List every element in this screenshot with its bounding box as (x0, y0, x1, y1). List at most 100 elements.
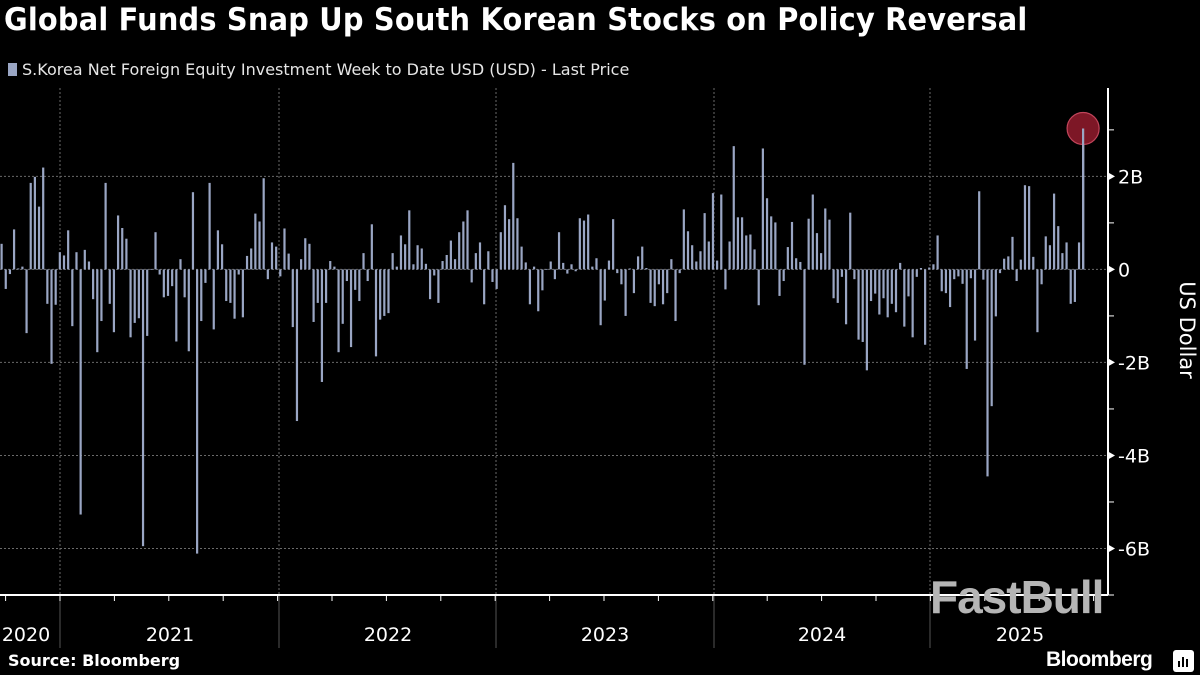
bar (100, 269, 103, 322)
bar (899, 262, 902, 270)
bar (753, 249, 756, 270)
bar (869, 269, 873, 302)
bar (46, 269, 49, 304)
bar (83, 249, 86, 270)
bar (220, 244, 224, 270)
bar (1048, 245, 1052, 270)
bar (495, 269, 498, 289)
bar (936, 235, 939, 270)
bar (924, 269, 927, 345)
bar (183, 269, 186, 298)
bar (853, 269, 856, 280)
x-tick-label: 2024 (798, 624, 846, 646)
bar (229, 269, 232, 303)
bar (179, 259, 182, 270)
y-tick-label: -2B (1118, 352, 1150, 374)
bar (537, 269, 540, 312)
y-tick-mark (1108, 544, 1115, 553)
bar (765, 198, 769, 270)
bar (196, 269, 199, 554)
bar (624, 269, 627, 316)
y-tick-mark (1108, 451, 1115, 460)
bar (42, 167, 45, 270)
bar (595, 258, 598, 270)
bar (241, 269, 244, 318)
bar (154, 232, 157, 270)
bar (745, 235, 748, 270)
bar (129, 269, 132, 338)
bar (474, 253, 477, 270)
y-tick-mark (1108, 265, 1115, 274)
bar (54, 269, 57, 305)
bar (1040, 269, 1043, 285)
bar (953, 269, 956, 280)
bar (1065, 242, 1068, 270)
bar (882, 269, 885, 299)
bar (707, 241, 710, 270)
bar (944, 269, 948, 294)
bar (266, 269, 269, 280)
bar (341, 269, 344, 324)
bar (171, 269, 174, 287)
bar (404, 244, 407, 270)
bar (254, 213, 257, 270)
legend-label: S.Korea Net Foreign Equity Investment We… (22, 60, 630, 79)
bar (75, 252, 78, 270)
bar (33, 176, 36, 270)
bar (1052, 193, 1056, 270)
bar (208, 182, 211, 270)
bar (37, 206, 41, 270)
bar (29, 182, 32, 270)
bar (524, 262, 527, 270)
bar (774, 222, 777, 270)
bar (928, 267, 931, 270)
bar (458, 232, 461, 270)
bar (790, 221, 794, 270)
bar (894, 269, 898, 313)
bar (383, 269, 386, 316)
bar (283, 228, 286, 270)
bar (632, 269, 636, 294)
bar (512, 162, 515, 270)
bar (811, 194, 814, 270)
bar (749, 234, 752, 270)
bar (695, 261, 698, 270)
bar (466, 210, 469, 270)
bar (903, 269, 906, 327)
bar (982, 269, 985, 280)
bar (520, 246, 523, 270)
bar (932, 264, 935, 270)
bar (8, 269, 12, 275)
bloomberg-terminal-icon (1173, 650, 1194, 672)
bar (324, 269, 328, 303)
bar (574, 269, 577, 272)
bar (320, 269, 324, 382)
bar (200, 269, 203, 322)
bar (316, 269, 319, 303)
bar (616, 269, 619, 274)
bar (453, 259, 457, 270)
bar (1036, 269, 1039, 333)
bar (366, 269, 369, 282)
bar (92, 269, 95, 300)
bar (491, 269, 494, 282)
bar (445, 254, 448, 270)
bar (582, 220, 586, 270)
bar (516, 218, 519, 270)
fastbull-watermark: FastBull (930, 571, 1104, 623)
bar (599, 269, 602, 326)
bar (275, 246, 278, 270)
bar (470, 269, 473, 283)
bar (1003, 258, 1006, 270)
bar (1007, 256, 1010, 270)
bar (969, 269, 972, 279)
x-tick-label: 2025 (996, 624, 1044, 646)
bar (4, 269, 7, 289)
bar (191, 192, 195, 270)
bar (433, 269, 436, 276)
bar (990, 269, 993, 407)
bar (233, 269, 236, 319)
bar (674, 269, 677, 322)
bar (121, 228, 124, 270)
bar (250, 248, 253, 270)
